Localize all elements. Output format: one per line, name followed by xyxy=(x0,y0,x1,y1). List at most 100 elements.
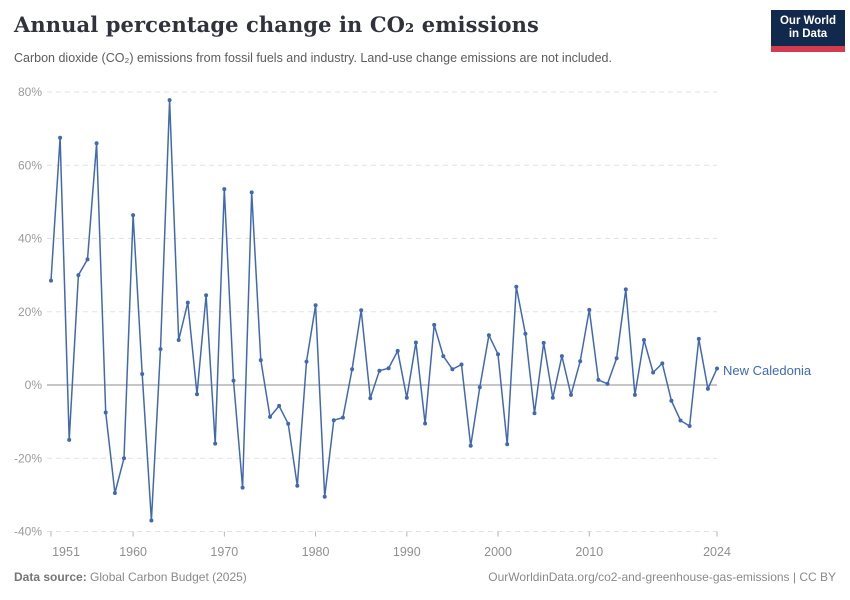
data-point-1992[interactable] xyxy=(423,421,428,426)
x-axis-label-1960: 1960 xyxy=(119,545,147,559)
data-point-1963[interactable] xyxy=(158,347,163,352)
data-point-1972[interactable] xyxy=(240,485,245,490)
data-point-1994[interactable] xyxy=(441,354,446,359)
data-point-2007[interactable] xyxy=(559,354,564,359)
data-point-1969[interactable] xyxy=(213,441,218,446)
x-axis-label-2024: 2024 xyxy=(703,545,731,559)
y-axis-label-80: 80% xyxy=(18,85,42,99)
x-axis-label-2000: 2000 xyxy=(484,545,512,559)
data-point-1996[interactable] xyxy=(459,362,464,367)
series-line[interactable] xyxy=(50,100,718,521)
data-point-2004[interactable] xyxy=(532,411,537,416)
data-point-2009[interactable] xyxy=(578,359,583,364)
data-point-2013[interactable] xyxy=(614,356,619,361)
data-point-1976[interactable] xyxy=(277,403,282,408)
data-point-1954[interactable] xyxy=(76,273,81,278)
data-point-1985[interactable] xyxy=(359,308,364,313)
data-point-2023[interactable] xyxy=(705,386,710,391)
data-point-2022[interactable] xyxy=(696,336,701,341)
page-title: Annual percentage change in CO₂ emission… xyxy=(14,12,539,37)
data-point-1975[interactable] xyxy=(268,414,272,419)
data-point-2012[interactable] xyxy=(605,381,610,386)
data-point-1980[interactable] xyxy=(313,303,318,308)
data-point-1960[interactable] xyxy=(131,213,136,218)
data-point-1953[interactable] xyxy=(67,437,72,442)
data-point-2020[interactable] xyxy=(678,418,683,423)
data-point-1989[interactable] xyxy=(395,348,400,353)
data-point-1997[interactable] xyxy=(468,443,473,448)
data-point-1981[interactable] xyxy=(322,494,327,499)
data-point-2001[interactable] xyxy=(505,442,510,447)
data-point-1978[interactable] xyxy=(295,483,300,488)
data-point-2010[interactable] xyxy=(587,307,592,312)
data-point-1991[interactable] xyxy=(413,340,418,345)
data-point-2021[interactable] xyxy=(687,424,692,428)
data-point-2006[interactable] xyxy=(550,395,555,400)
data-point-1968[interactable] xyxy=(204,293,209,298)
data-point-1983[interactable] xyxy=(340,415,345,420)
data-point-2002[interactable] xyxy=(514,284,519,289)
data-point-2018[interactable] xyxy=(660,361,665,366)
data-point-1984[interactable] xyxy=(350,367,355,372)
data-point-2005[interactable] xyxy=(541,340,546,345)
data-point-1977[interactable] xyxy=(286,421,291,426)
data-point-1964[interactable] xyxy=(167,98,172,103)
data-point-1965[interactable] xyxy=(176,338,181,342)
y-axis-label-0: 0% xyxy=(25,378,43,392)
x-axis-label-1970: 1970 xyxy=(210,545,238,559)
data-point-2017[interactable] xyxy=(651,370,656,375)
y-axis-label--20: -20% xyxy=(14,451,42,465)
data-point-1961[interactable] xyxy=(140,372,145,376)
series-end-label[interactable]: New Caledonia xyxy=(723,363,812,378)
data-point-1998[interactable] xyxy=(477,385,482,390)
data-point-1956[interactable] xyxy=(94,141,99,146)
data-point-2008[interactable] xyxy=(569,392,573,397)
data-point-1952[interactable] xyxy=(58,135,63,140)
data-point-2016[interactable] xyxy=(642,338,646,342)
data-point-1988[interactable] xyxy=(386,366,391,371)
data-source-label: Data source: xyxy=(14,570,87,584)
data-point-2019[interactable] xyxy=(669,398,674,403)
data-point-1986[interactable] xyxy=(368,396,373,401)
y-axis-label--40: -40% xyxy=(14,525,42,539)
data-point-1971[interactable] xyxy=(231,378,236,383)
data-point-2014[interactable] xyxy=(623,287,628,292)
data-point-1966[interactable] xyxy=(185,300,190,305)
data-point-1967[interactable] xyxy=(195,392,199,397)
chart-footer: Data source: Global Carbon Budget (2025)… xyxy=(14,570,836,584)
owid-logo-line1: Our World xyxy=(779,15,836,27)
data-point-2015[interactable] xyxy=(632,392,637,397)
data-point-2011[interactable] xyxy=(596,377,601,382)
x-axis-label-1980: 1980 xyxy=(302,545,330,559)
data-point-1970[interactable] xyxy=(222,187,227,192)
data-point-1957[interactable] xyxy=(103,410,108,415)
data-point-2003[interactable] xyxy=(523,331,528,336)
data-point-1990[interactable] xyxy=(404,395,409,400)
y-axis-label-20: 20% xyxy=(18,305,42,319)
data-point-1999[interactable] xyxy=(486,333,491,338)
data-point-1973[interactable] xyxy=(249,190,254,195)
y-axis-label-40: 40% xyxy=(18,232,42,246)
x-axis-label-1990: 1990 xyxy=(393,545,421,559)
data-point-1974[interactable] xyxy=(258,358,263,363)
data-point-1987[interactable] xyxy=(377,368,382,373)
data-point-2024[interactable] xyxy=(715,366,719,371)
data-point-1958[interactable] xyxy=(112,491,117,495)
data-point-1993[interactable] xyxy=(432,322,437,327)
data-point-1959[interactable] xyxy=(122,456,126,461)
owid-credit-link[interactable]: OurWorldinData.org/co2-and-greenhouse-ga… xyxy=(488,570,836,584)
data-point-1995[interactable] xyxy=(450,367,455,372)
series-new-caledonia[interactable] xyxy=(49,98,719,523)
data-point-1982[interactable] xyxy=(331,418,336,423)
data-point-1951[interactable] xyxy=(49,278,53,283)
data-point-1979[interactable] xyxy=(304,359,309,364)
y-axis-label-60: 60% xyxy=(18,158,42,172)
owid-logo[interactable]: Our World in Data xyxy=(771,10,845,52)
data-source: Data source: Global Carbon Budget (2025) xyxy=(14,570,247,584)
chart-subtitle: Carbon dioxide (CO₂) emissions from foss… xyxy=(14,51,612,65)
data-point-2000[interactable] xyxy=(496,352,500,357)
data-point-1962[interactable] xyxy=(149,518,154,523)
data-point-1955[interactable] xyxy=(85,257,90,262)
